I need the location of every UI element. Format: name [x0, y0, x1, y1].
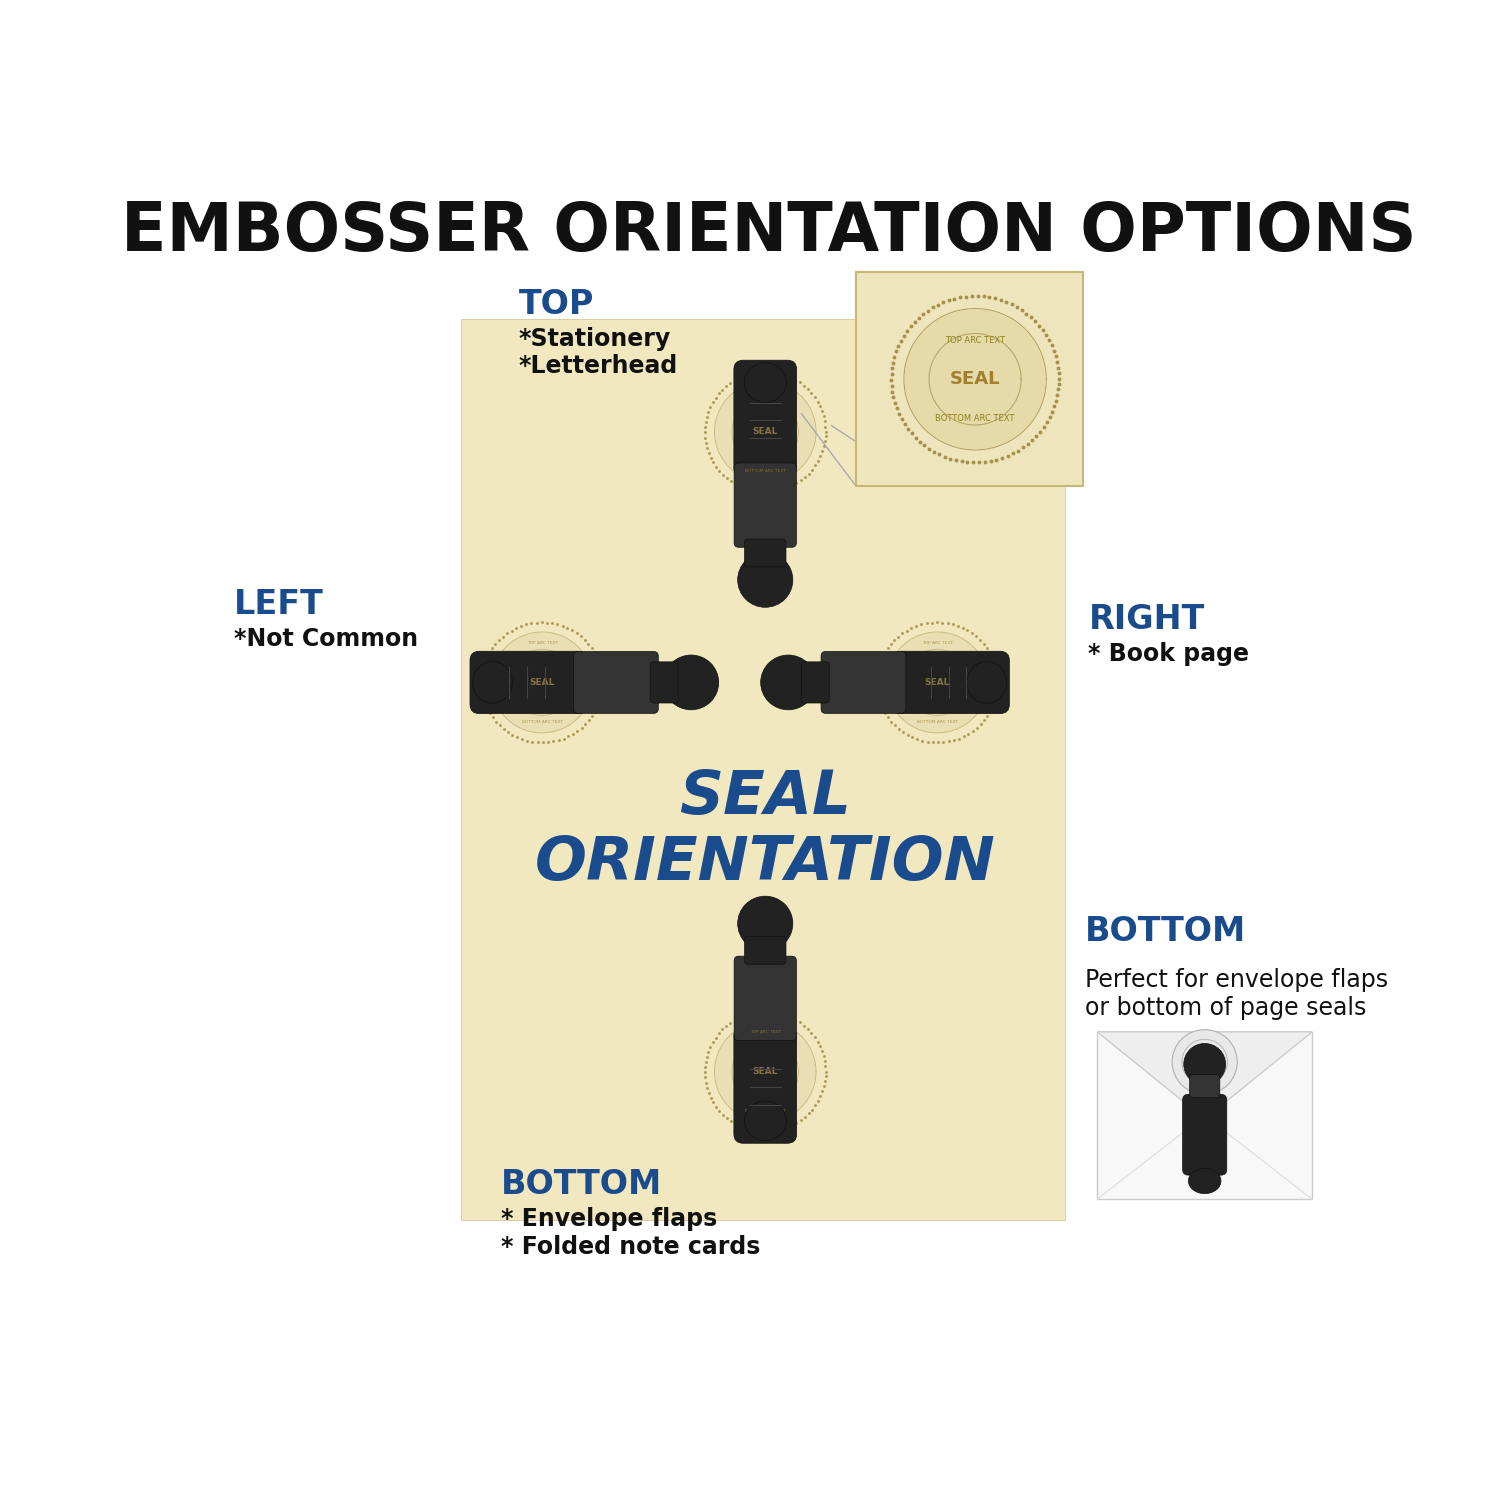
- Text: Perfect for envelope flaps
or bottom of page seals: Perfect for envelope flaps or bottom of …: [1084, 968, 1388, 1020]
- FancyBboxPatch shape: [801, 662, 830, 704]
- Circle shape: [760, 656, 816, 710]
- Text: * Book page: * Book page: [1089, 642, 1250, 666]
- FancyBboxPatch shape: [650, 662, 678, 704]
- Text: ORIENTATION: ORIENTATION: [536, 834, 996, 894]
- Text: SEAL: SEAL: [530, 678, 555, 687]
- FancyBboxPatch shape: [470, 651, 588, 714]
- Text: TOP ARC TEXT: TOP ARC TEXT: [750, 1030, 782, 1033]
- Text: RIGHT: RIGHT: [1089, 603, 1204, 636]
- Text: TOP ARC TEXT: TOP ARC TEXT: [922, 640, 952, 645]
- FancyBboxPatch shape: [821, 651, 906, 714]
- Ellipse shape: [968, 662, 1006, 704]
- Circle shape: [716, 382, 816, 482]
- Text: TOP ARC TEXT: TOP ARC TEXT: [526, 640, 558, 645]
- Text: TOP ARC TEXT: TOP ARC TEXT: [945, 336, 1005, 345]
- Text: LEFT: LEFT: [234, 588, 324, 621]
- Text: BOTTOM ARC TEXT: BOTTOM ARC TEXT: [746, 470, 786, 474]
- Text: SEAL: SEAL: [680, 768, 852, 828]
- Text: BOTTOM ARC TEXT: BOTTOM ARC TEXT: [522, 720, 562, 724]
- Text: EMBOSSER ORIENTATION OPTIONS: EMBOSSER ORIENTATION OPTIONS: [122, 200, 1416, 266]
- FancyBboxPatch shape: [744, 936, 786, 964]
- FancyBboxPatch shape: [1190, 1074, 1219, 1098]
- Text: BOTTOM: BOTTOM: [1084, 915, 1246, 948]
- FancyBboxPatch shape: [460, 318, 1065, 1220]
- Circle shape: [904, 309, 1046, 448]
- Text: *Not Common: *Not Common: [234, 627, 418, 651]
- Circle shape: [738, 552, 794, 608]
- Text: BOTTOM ARC TEXT: BOTTOM ARC TEXT: [916, 720, 957, 724]
- Text: TOP: TOP: [519, 288, 594, 321]
- FancyBboxPatch shape: [573, 651, 658, 714]
- Circle shape: [663, 656, 718, 710]
- FancyBboxPatch shape: [734, 464, 796, 548]
- FancyBboxPatch shape: [734, 956, 796, 1041]
- Ellipse shape: [1188, 1168, 1221, 1194]
- FancyBboxPatch shape: [1096, 1032, 1312, 1200]
- Text: *Stationery
*Letterhead: *Stationery *Letterhead: [519, 327, 678, 378]
- FancyBboxPatch shape: [856, 273, 1083, 486]
- Circle shape: [1184, 1044, 1225, 1084]
- Circle shape: [1172, 1029, 1238, 1095]
- Text: TOP ARC TEXT: TOP ARC TEXT: [750, 390, 782, 394]
- Text: SEAL: SEAL: [753, 427, 778, 436]
- Circle shape: [492, 633, 592, 732]
- Circle shape: [738, 896, 794, 951]
- FancyBboxPatch shape: [892, 651, 1010, 714]
- Ellipse shape: [744, 1101, 786, 1140]
- Circle shape: [886, 633, 987, 732]
- Polygon shape: [1096, 1032, 1312, 1119]
- Text: BOTTOM ARC TEXT: BOTTOM ARC TEXT: [746, 1110, 786, 1113]
- Text: BOTTOM: BOTTOM: [501, 1168, 663, 1202]
- Ellipse shape: [744, 363, 786, 402]
- Text: SEAL: SEAL: [1196, 1059, 1214, 1065]
- Text: SEAL: SEAL: [924, 678, 950, 687]
- FancyBboxPatch shape: [734, 360, 796, 477]
- Text: SEAL: SEAL: [950, 370, 1000, 388]
- Circle shape: [716, 1022, 816, 1122]
- Text: SEAL: SEAL: [753, 1066, 778, 1076]
- Text: * Envelope flaps
* Folded note cards: * Envelope flaps * Folded note cards: [501, 1208, 760, 1258]
- FancyBboxPatch shape: [734, 1026, 796, 1143]
- FancyBboxPatch shape: [1182, 1095, 1227, 1174]
- Text: BOTTOM ARC TEXT: BOTTOM ARC TEXT: [936, 414, 1016, 423]
- FancyBboxPatch shape: [744, 538, 786, 567]
- Ellipse shape: [472, 662, 513, 704]
